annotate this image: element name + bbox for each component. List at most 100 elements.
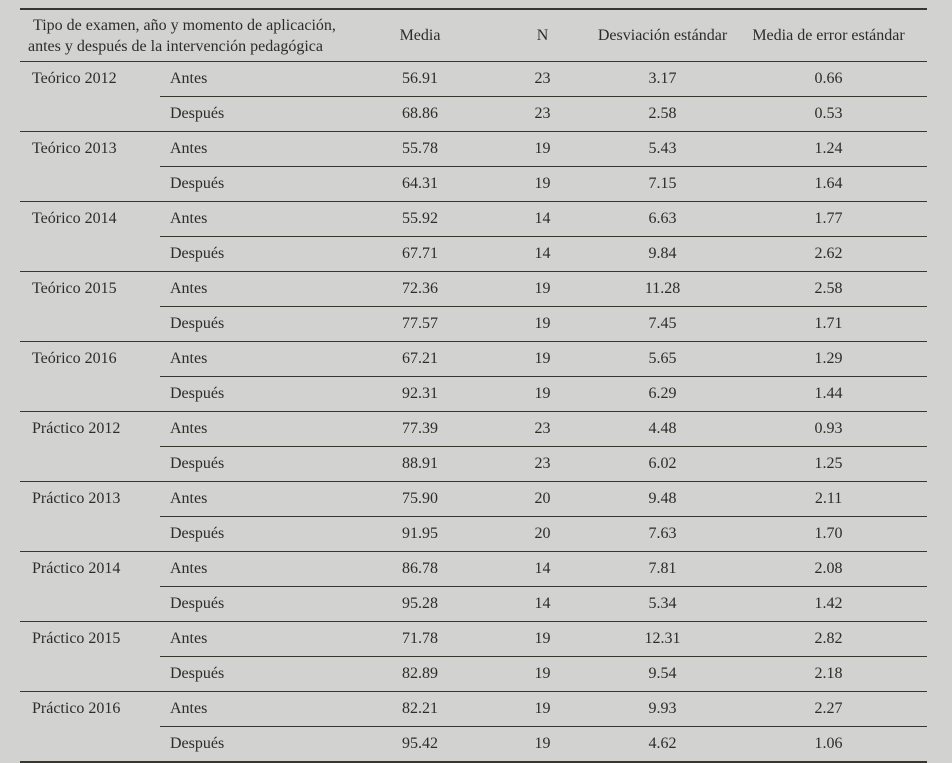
sem-cell: 1.25 [730,446,928,482]
sd-cell: 7.45 [595,306,731,342]
n-cell: 23 [490,61,596,97]
sem-cell: 1.64 [730,166,928,202]
sem-cell: 2.18 [730,656,928,692]
sem-cell: 1.06 [730,726,928,763]
sem-cell: 0.66 [730,61,928,97]
sem-cell: 1.70 [730,516,928,552]
media-cell: 75.90 [350,481,491,517]
moment-cell: Después [160,656,351,692]
n-cell: 19 [490,726,596,763]
n-cell: 20 [490,516,596,552]
exam-group-label-spacer [20,446,160,482]
exam-group-label-spacer [20,656,160,692]
moment-cell: Antes [160,411,351,447]
sem-cell: 2.82 [730,621,928,657]
exam-group-label: Práctico 2015 [32,630,121,648]
moment-cell: Antes [160,61,351,97]
sem-cell: 1.44 [730,376,928,412]
moment-cell: Después [160,726,351,763]
moment-cell: Antes [160,201,351,237]
media-cell: 91.95 [350,516,491,552]
sd-cell: 4.48 [595,411,731,447]
sem-cell: 2.58 [730,271,928,307]
sd-cell: 3.17 [595,61,731,97]
exam-group-label-spacer [20,726,160,763]
moment-cell: Después [160,236,351,272]
exam-group-label-spacer [20,306,160,342]
sd-cell: 12.31 [595,621,731,657]
table-row: Después 67.71 14 9.84 2.62 [20,236,928,272]
media-cell: 55.92 [350,201,491,237]
sd-cell: 7.81 [595,551,731,587]
sd-cell: 5.34 [595,586,731,622]
media-cell: 82.21 [350,691,491,727]
n-cell: 14 [490,201,596,237]
header-description-line1: Tipo de examen, año y momento de aplicac… [33,16,336,34]
media-cell: 71.78 [350,621,491,657]
media-cell: 55.78 [350,131,491,167]
media-cell: 56.91 [350,61,491,97]
sem-cell: 2.08 [730,551,928,587]
exam-group-label-spacer [20,516,160,552]
sd-cell: 9.93 [595,691,731,727]
exam-group-label: Práctico 2013 [32,490,121,508]
sd-cell: 7.63 [595,516,731,552]
table-header: Tipo de examen, año y momento de aplicac… [20,8,928,62]
n-cell: 19 [490,376,596,412]
exam-group-label-spacer [20,376,160,412]
exam-group-label-spacer [20,586,160,622]
sem-cell: 2.11 [730,481,928,517]
media-cell: 67.21 [350,341,491,377]
sd-cell: 2.58 [595,96,731,132]
moment-cell: Después [160,376,351,412]
table-row: Después 64.31 19 7.15 1.64 [20,166,928,202]
n-cell: 19 [490,306,596,342]
n-cell: 19 [490,341,596,377]
media-cell: 82.89 [350,656,491,692]
exam-group-label: Teórico 2016 [32,350,117,368]
table-row: Teórico 2016 Antes 67.21 19 5.65 1.29 [20,341,928,377]
sd-cell: 7.15 [595,166,731,202]
exam-group-label-spacer [20,236,160,272]
moment-cell: Después [160,586,351,622]
exam-group-label: Práctico 2014 [32,560,121,578]
table-row: Práctico 2014 Antes 86.78 14 7.81 2.08 [20,551,928,587]
header-description-cell: Tipo de examen, año y momento de aplicac… [20,8,351,62]
sd-cell: 11.28 [595,271,731,307]
sd-cell: 5.43 [595,131,731,167]
n-cell: 19 [490,691,596,727]
table-row: Teórico 2013 Antes 55.78 19 5.43 1.24 [20,131,928,167]
media-cell: 68.86 [350,96,491,132]
table-row: Después 77.57 19 7.45 1.71 [20,306,928,342]
table-row: Después 68.86 23 2.58 0.53 [20,96,928,132]
header-row: Tipo de examen, año y momento de aplicac… [20,8,928,62]
n-cell: 20 [490,481,596,517]
sd-cell: 6.02 [595,446,731,482]
n-cell: 19 [490,656,596,692]
column-header-media: Media [350,8,491,62]
sem-cell: 1.29 [730,341,928,377]
n-cell: 23 [490,96,596,132]
media-cell: 77.39 [350,411,491,447]
moment-cell: Después [160,446,351,482]
sd-cell: 6.63 [595,201,731,237]
exam-group-label-spacer [20,96,160,132]
moment-cell: Antes [160,481,351,517]
table-row: Práctico 2015 Antes 71.78 19 12.31 2.82 [20,621,928,657]
n-cell: 19 [490,271,596,307]
sem-cell: 1.42 [730,586,928,622]
media-cell: 72.36 [350,271,491,307]
n-cell: 19 [490,166,596,202]
table-row: Práctico 2016 Antes 82.21 19 9.93 2.27 [20,691,928,727]
media-cell: 64.31 [350,166,491,202]
exam-group-label: Práctico 2012 [32,420,121,438]
table-row: Después 88.91 23 6.02 1.25 [20,446,928,482]
sd-cell: 5.65 [595,341,731,377]
sem-cell: 2.62 [730,236,928,272]
media-cell: 67.71 [350,236,491,272]
sem-cell: 1.71 [730,306,928,342]
media-cell: 95.42 [350,726,491,763]
sem-cell: 1.24 [730,131,928,167]
media-cell: 77.57 [350,306,491,342]
table-row: Teórico 2014 Antes 55.92 14 6.63 1.77 [20,201,928,237]
